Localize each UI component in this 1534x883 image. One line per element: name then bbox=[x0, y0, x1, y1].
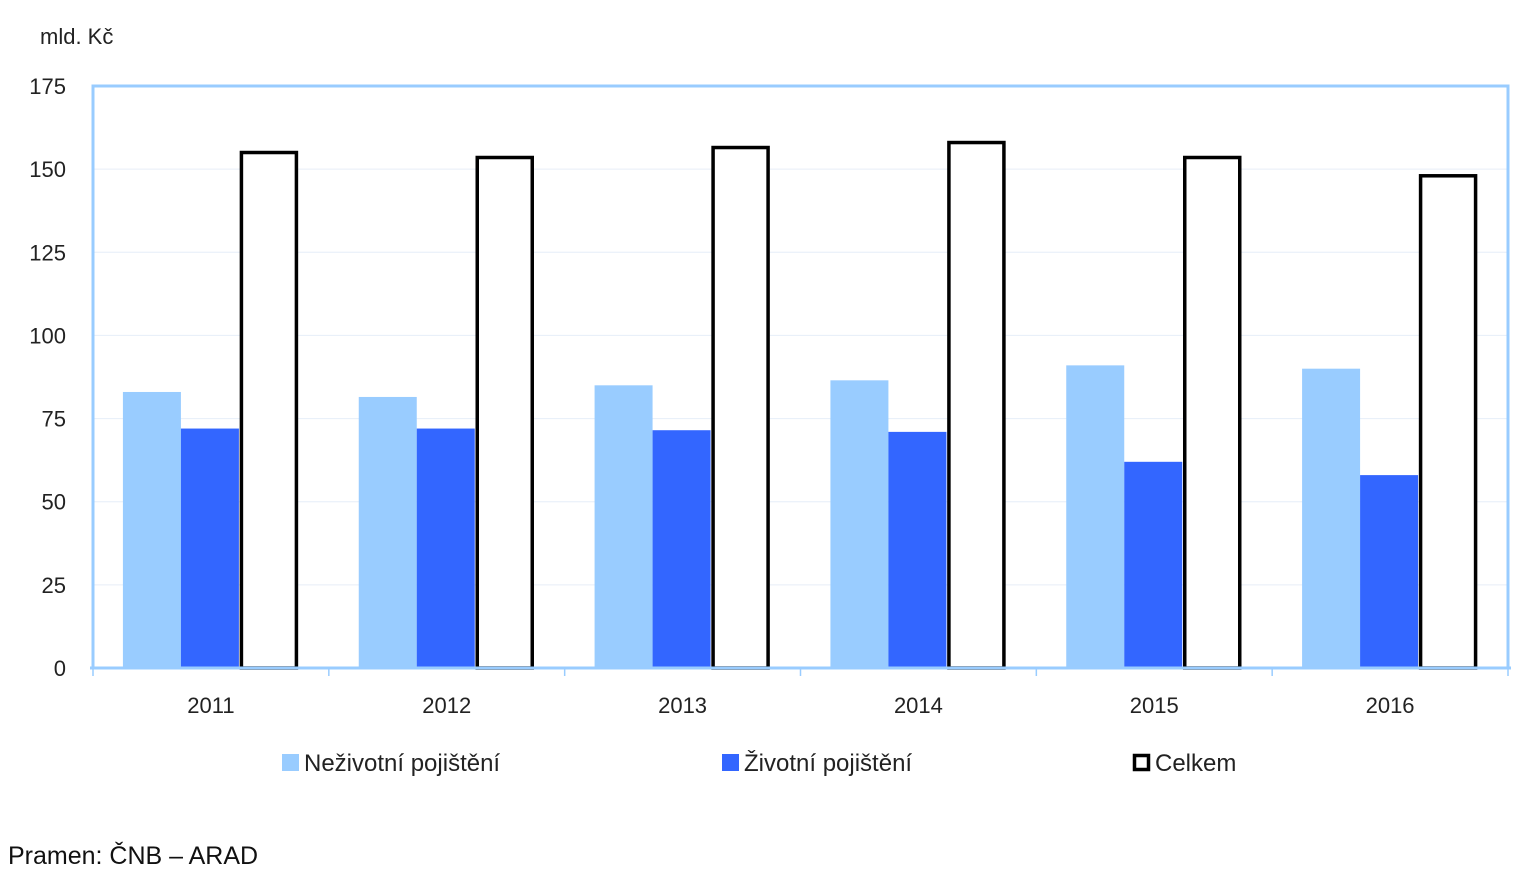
bar-chart: 0 25 50 75 100 125 150 175 2011 2012 2013 2014 2015 2… bbox=[29, 24, 1511, 777]
legend-label: Celkem bbox=[1155, 750, 1236, 777]
bar-celkem-2011 bbox=[239, 150, 299, 670]
y-tick-label: 125 bbox=[29, 240, 66, 265]
bar-zivotni-2016 bbox=[1360, 475, 1419, 668]
x-tick-label: 2015 bbox=[1130, 693, 1179, 718]
y-tick-label: 150 bbox=[29, 157, 66, 182]
source-note: Pramen: ČNB – ARAD bbox=[8, 842, 259, 870]
bar-celkem-2015 bbox=[1183, 155, 1242, 670]
gridlines bbox=[93, 168, 1508, 586]
legend: Neživotní pojištění Životní pojištění Celk… bbox=[282, 750, 1236, 777]
bar-nezivotni-2011 bbox=[122, 391, 181, 668]
bar-celkem-2013 bbox=[711, 145, 770, 670]
bar-zivotni-2015 bbox=[1124, 461, 1183, 668]
bar-nezivotni-2016 bbox=[1302, 368, 1361, 668]
y-tick-label: 25 bbox=[42, 573, 66, 598]
bar-zivotni-2012 bbox=[416, 428, 475, 668]
legend-swatch-nezivotni bbox=[282, 754, 299, 771]
bars-group bbox=[122, 140, 1478, 670]
bar-celkem-2012 bbox=[475, 155, 534, 670]
bar-nezivotni-2013 bbox=[594, 385, 653, 668]
bar-nezivotni-2015 bbox=[1066, 365, 1125, 668]
bar-celkem-2014 bbox=[947, 140, 1006, 670]
legend-swatch-celkem bbox=[1132, 753, 1151, 772]
bar-zivotni-2014 bbox=[888, 431, 947, 668]
bar-nezivotni-2014 bbox=[830, 380, 889, 668]
legend-label: Životní pojištění bbox=[744, 750, 912, 777]
y-tick-label: 50 bbox=[42, 490, 66, 515]
y-tick-label: 175 bbox=[29, 74, 66, 99]
bar-nezivotni-2012 bbox=[358, 396, 417, 668]
legend-label: Neživotní pojištění bbox=[304, 750, 500, 777]
y-tick-label: 100 bbox=[29, 323, 66, 348]
x-tick-label: 2012 bbox=[422, 693, 471, 718]
bar-zivotni-2013 bbox=[652, 430, 711, 668]
plot-area-border bbox=[91, 84, 1510, 670]
bar-zivotni-2011 bbox=[180, 428, 239, 668]
bar-celkem-2016 bbox=[1418, 174, 1478, 670]
x-tick-label: 2014 bbox=[894, 693, 943, 718]
y-tick-label: 75 bbox=[42, 407, 66, 432]
x-tick-label: 2016 bbox=[1366, 693, 1415, 718]
y-axis-unit-label: mld. Kč bbox=[40, 24, 113, 49]
y-tick-label: 0 bbox=[54, 656, 66, 681]
x-tick-label: 2011 bbox=[187, 693, 234, 718]
axes-group: 0 25 50 75 100 125 150 175 2011 2012 2013 2014 2015 2… bbox=[29, 74, 1511, 718]
x-tick-label: 2013 bbox=[658, 693, 707, 718]
legend-swatch-zivotni bbox=[722, 754, 739, 771]
